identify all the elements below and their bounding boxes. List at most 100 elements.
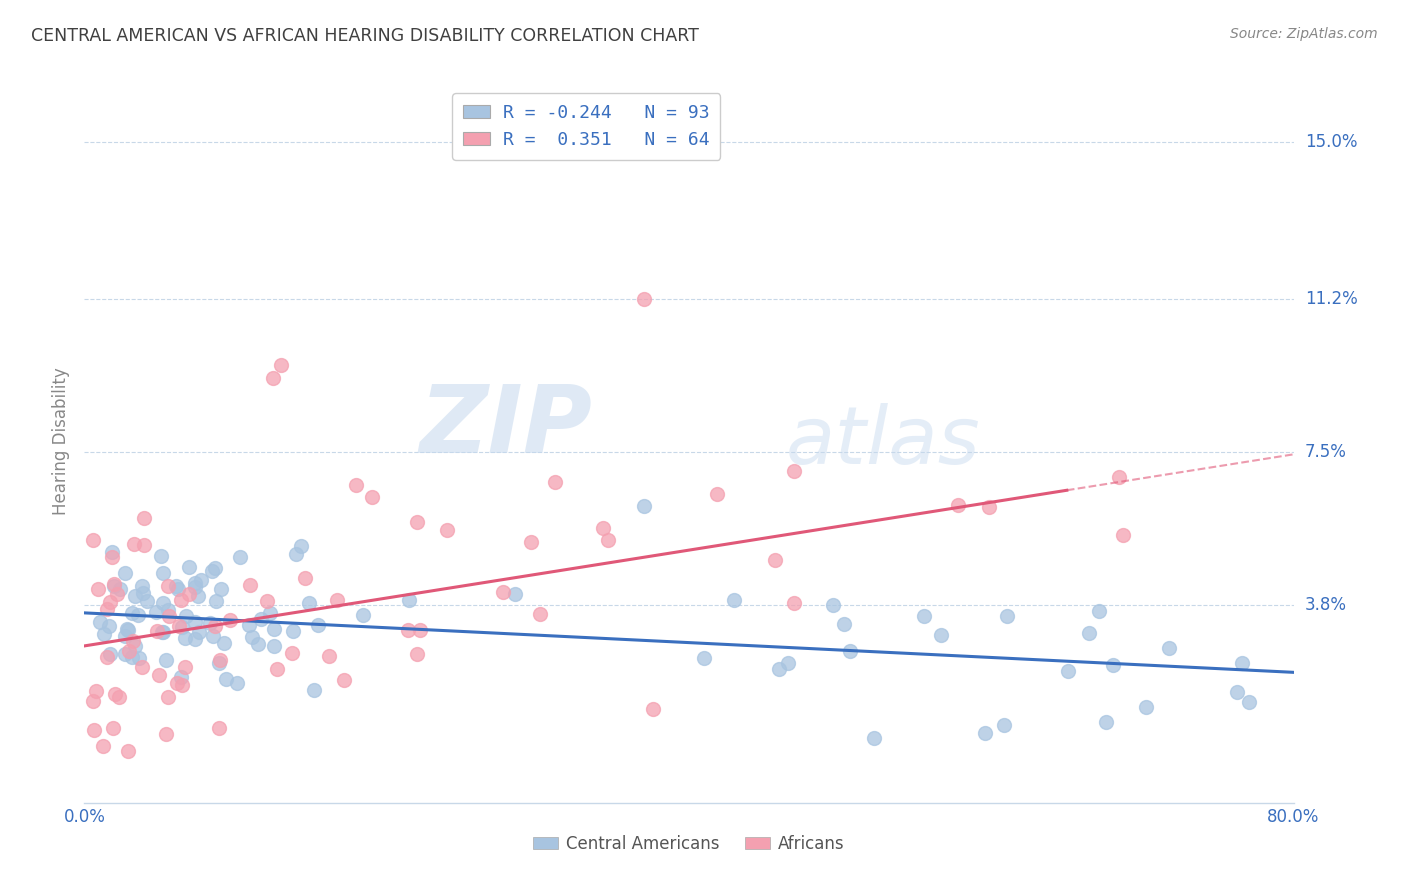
Point [396, 624, 419, 638]
Point [155, 653, 177, 667]
Text: 15.0%: 15.0% [1305, 133, 1357, 152]
Point [170, 670, 193, 684]
Point [132, 538, 155, 552]
Point [325, 592, 347, 607]
Point [155, 727, 177, 741]
Point [912, 609, 935, 624]
Point [294, 571, 316, 585]
Point [212, 636, 235, 650]
Point [783, 596, 806, 610]
Point [204, 618, 226, 632]
Point [98, 595, 121, 609]
Point [838, 643, 860, 657]
Point [157, 608, 180, 623]
Point [121, 650, 143, 665]
Point [304, 683, 326, 698]
Point [184, 615, 207, 629]
Point [166, 675, 188, 690]
Text: Source: ZipAtlas.com: Source: ZipAtlas.com [1230, 27, 1378, 41]
Point [152, 625, 174, 640]
Point [127, 608, 149, 623]
Point [398, 592, 420, 607]
Point [169, 592, 191, 607]
Point [259, 607, 281, 621]
Point [1095, 714, 1118, 729]
Point [98, 619, 121, 633]
Point [121, 606, 143, 620]
Point [544, 475, 567, 489]
Point [298, 596, 321, 610]
Point [318, 649, 340, 664]
Point [115, 623, 138, 637]
Point [117, 623, 139, 637]
Point [156, 579, 179, 593]
Point [1101, 658, 1123, 673]
Point [96, 650, 118, 665]
Point [205, 594, 228, 608]
Point [778, 657, 800, 671]
Point [190, 573, 212, 587]
Point [157, 603, 180, 617]
Point [148, 668, 170, 682]
Point [150, 549, 173, 563]
Point [929, 628, 952, 642]
Point [131, 579, 153, 593]
Point [1108, 469, 1130, 483]
Point [1057, 665, 1080, 679]
Point [1112, 527, 1135, 541]
Point [360, 490, 382, 504]
Point [406, 515, 429, 529]
Point [219, 613, 242, 627]
Point [307, 618, 329, 632]
Point [174, 632, 197, 646]
Point [333, 673, 356, 687]
Text: CENTRAL AMERICAN VS AFRICAN HEARING DISABILITY CORRELATION CHART: CENTRAL AMERICAN VS AFRICAN HEARING DISA… [31, 27, 699, 45]
Point [91, 739, 114, 754]
Text: ZIP: ZIP [419, 381, 592, 473]
Point [768, 662, 790, 676]
Legend: Central Americans, Africans: Central Americans, Africans [526, 828, 852, 860]
Point [172, 620, 194, 634]
Point [101, 545, 124, 559]
Point [256, 594, 278, 608]
Point [179, 560, 201, 574]
Text: 11.2%: 11.2% [1305, 290, 1357, 308]
Point [263, 622, 285, 636]
Point [145, 605, 167, 619]
Point [82, 694, 104, 708]
Point [105, 587, 128, 601]
Point [346, 478, 368, 492]
Point [101, 721, 124, 735]
Point [84, 684, 107, 698]
Point [184, 576, 207, 591]
Point [596, 533, 619, 547]
Point [1226, 685, 1249, 699]
Point [98, 648, 121, 662]
Point [692, 650, 714, 665]
Point [156, 690, 179, 704]
Point [174, 609, 197, 624]
Point [225, 676, 247, 690]
Point [89, 615, 111, 629]
Point [100, 549, 122, 564]
Point [83, 723, 105, 737]
Point [1135, 699, 1157, 714]
Point [122, 537, 145, 551]
Point [247, 636, 270, 650]
Point [266, 662, 288, 676]
Point [529, 607, 551, 621]
Point [492, 585, 515, 599]
Point [104, 687, 127, 701]
Point [1230, 656, 1253, 670]
Point [723, 593, 745, 607]
Point [124, 639, 146, 653]
Point [179, 587, 201, 601]
Point [170, 678, 193, 692]
Point [763, 553, 786, 567]
Point [863, 731, 886, 745]
Y-axis label: Hearing Disability: Hearing Disability [52, 368, 70, 516]
Point [118, 643, 141, 657]
Point [204, 561, 226, 575]
Point [128, 651, 150, 665]
Point [187, 625, 209, 640]
